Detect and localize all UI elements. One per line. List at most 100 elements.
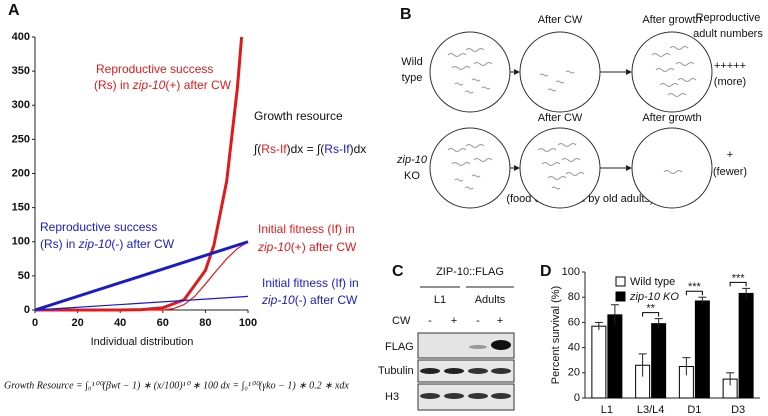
x-tick-label: 20 — [71, 317, 83, 329]
annotation: Reproductive success — [40, 220, 157, 234]
outcome-header: adult numbers — [693, 28, 763, 40]
group-label: L1 — [434, 294, 446, 306]
column-header: After growth — [642, 14, 701, 26]
legend-label: zip-10 KO — [629, 291, 679, 303]
panel-letter: D — [540, 263, 552, 280]
y-axis-label: Percent survival (%) — [550, 286, 562, 384]
bar — [607, 314, 623, 399]
annotation: zip-10(-) after CW — [261, 293, 358, 307]
annotation-text: Reproductive success — [40, 220, 157, 234]
x-tick-label: L1 — [601, 404, 613, 416]
formula: Growth Resource = ∫₀¹⁰⁰(βwt − 1) ∗ (x/10… — [4, 380, 349, 391]
significance: *** — [732, 272, 746, 284]
outcome: (more) — [714, 76, 746, 88]
x-tick-label: 0 — [32, 317, 38, 329]
line-series — [35, 241, 249, 311]
line-series — [34, 240, 249, 312]
annotation-text: (Rs) in — [94, 78, 133, 92]
annotation-text: )dx = — [287, 142, 317, 156]
legend-swatch — [615, 276, 626, 287]
row-label: type — [402, 72, 423, 84]
blot — [417, 332, 515, 411]
annotation-text: (+) after CW — [165, 78, 231, 92]
blot-title: ZIP-10::FLAG — [436, 266, 504, 278]
y-tick-label: 0 — [574, 392, 580, 404]
x-tick-label: 60 — [157, 317, 169, 329]
x-tick-label: D1 — [687, 404, 701, 416]
x-tick-label: 40 — [114, 317, 126, 329]
legend-swatch — [615, 291, 626, 302]
significance-bracket — [642, 312, 660, 317]
sign: - — [428, 315, 432, 327]
annotation-text: Initial fitness (If) in — [262, 276, 359, 290]
y-tick-label: 20 — [568, 367, 580, 379]
annotation-text: Reproductive success — [96, 62, 213, 76]
y-tick-label: 100 — [12, 236, 30, 248]
annotation: Reproductive success — [96, 62, 213, 76]
row-label: zip-10 — [396, 154, 428, 166]
sign: - — [476, 315, 480, 327]
bar — [694, 300, 710, 399]
significance: *** — [688, 281, 702, 293]
row-label: FLAG — [385, 341, 414, 353]
panel-letter: C — [392, 263, 404, 280]
annotation-text: (+) after CW — [291, 240, 357, 254]
y-tick-label: 0 — [24, 304, 30, 316]
y-tick-label: 200 — [12, 167, 30, 179]
y-tick-label: 350 — [12, 65, 30, 77]
bar — [738, 292, 754, 399]
x-axis-label: Individual distribution — [91, 336, 194, 348]
sign: + — [451, 315, 457, 327]
annotation-text: (-) after CW — [295, 293, 358, 307]
significance-bracket — [685, 290, 703, 296]
row-label: Wild — [401, 56, 422, 68]
annotation: zip-10(+) after CW — [257, 240, 357, 254]
annotation-text: (-) after CW — [111, 237, 174, 251]
y-tick-label: 100 — [562, 266, 580, 278]
sign: + — [497, 315, 503, 327]
line-series — [34, 295, 249, 311]
annotation-text: ∫( — [253, 142, 261, 156]
row-label: H3 — [385, 391, 399, 403]
y-tick-label: 300 — [12, 99, 30, 111]
annotation-text: Initial fitness (If) in — [258, 222, 355, 236]
bar — [591, 325, 607, 399]
condition-label: CW — [392, 315, 411, 327]
x-tick-label: L3/L4 — [637, 404, 665, 416]
y-tick-label: 400 — [12, 31, 30, 43]
annotation: Initial fitness (If) in — [258, 222, 355, 236]
annotation-text: Rs-If — [261, 142, 287, 156]
significance: ** — [646, 303, 655, 315]
x-tick-label: 80 — [199, 317, 211, 329]
row-label: Tubulin — [378, 365, 414, 377]
annotation-text: zip-10 — [132, 78, 166, 92]
column-header: After growth — [642, 112, 701, 124]
annotation-text: (Rs) in — [40, 237, 79, 251]
y-tick-label: 80 — [568, 291, 580, 303]
annotation-text: zip-10 — [261, 293, 295, 307]
annotation-text: ∫( — [316, 142, 324, 156]
column-header: After CW — [538, 14, 583, 26]
y-tick-label: 150 — [12, 202, 30, 214]
annotation: Growth resource — [254, 109, 343, 123]
y-tick-label: 50 — [18, 270, 30, 282]
outcome: (fewer) — [713, 166, 747, 178]
legend-label: Wild type — [630, 276, 675, 288]
panel-c: ZIP-10::FLAG L1 Adults CW - + - + FLAG T… — [378, 266, 515, 411]
bar — [651, 323, 667, 399]
annotation: Initial fitness (If) in — [262, 276, 359, 290]
outcome-header: Reproductive — [696, 12, 761, 24]
x-tick-label: 100 — [239, 317, 257, 329]
y-tick-label: 250 — [12, 133, 30, 145]
annotation: (Rs) in zip-10(-) after CW — [40, 237, 175, 251]
row-label: KO — [404, 170, 420, 182]
y-tick-label: 60 — [568, 316, 580, 328]
annotation-text: zip-10 — [78, 237, 112, 251]
panel-letter: A — [8, 2, 20, 19]
annotation: (Rs) in zip-10(+) after CW — [94, 78, 232, 92]
panel-a: Reproductive success (Rs) in zip-10(+) a… — [4, 62, 366, 391]
x-tick-label: D3 — [731, 404, 745, 416]
annotation-text: Growth resource — [254, 109, 343, 123]
panel-letter: B — [400, 6, 412, 23]
